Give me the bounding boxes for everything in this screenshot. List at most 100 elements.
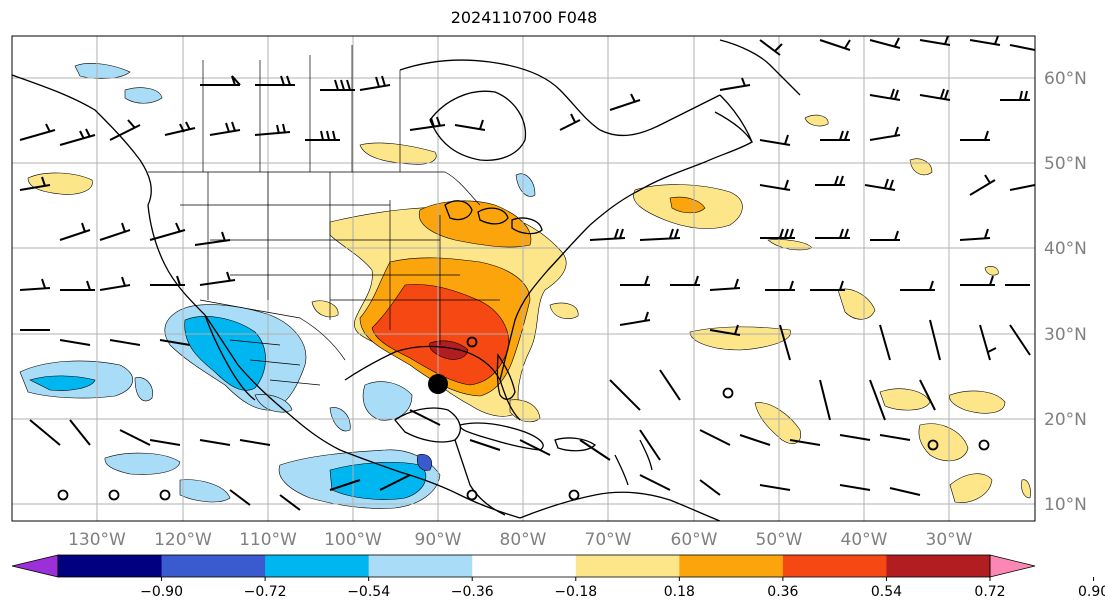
- colorbar-tick-label: 0.54: [871, 584, 902, 600]
- map-title: 2024110700 F048: [450, 8, 598, 27]
- colorbar-swatch: [265, 555, 370, 577]
- colorbar-tick-label: −0.36: [451, 584, 494, 600]
- warm-east-5: [311, 300, 339, 318]
- colorbar-tick-label: 0.36: [767, 584, 798, 600]
- lon-label: 130°W: [68, 530, 126, 550]
- map-frame: [11, 35, 1036, 522]
- cool-pacific-south: [104, 452, 181, 475]
- great-lakes: [444, 200, 543, 235]
- south-america-north: [519, 491, 721, 521]
- lon-label: 40°W: [841, 530, 888, 550]
- blue-pacific-west: [29, 375, 96, 391]
- blue-mexico-pacific: [184, 316, 266, 391]
- florida: [496, 353, 516, 400]
- mexico-states: [229, 339, 321, 386]
- lon-label: 50°W: [756, 530, 803, 550]
- cool-hudson: [515, 173, 536, 197]
- colorbar-tick-label: 0.72: [974, 584, 1005, 600]
- colorbar: −0.90 −0.72 −0.54 −0.36 −0.18 0.18 0.36 0.54 0.7…: [11, 554, 1105, 600]
- political-borders: [148, 45, 500, 386]
- hispaniola: [554, 437, 597, 452]
- cool-pacific-southwest: [134, 377, 153, 402]
- mexico-pacific-coast: [237, 364, 521, 519]
- cool-pacific-west-2: [254, 394, 293, 413]
- colorbar-tick-label: −0.90: [140, 584, 183, 600]
- colorbar-swatch: [575, 555, 680, 577]
- colorbar-swatch: [161, 555, 266, 577]
- greenland-coast: [719, 39, 801, 96]
- lat-label: 20°N: [1044, 410, 1087, 430]
- latitude-labels: 60°N 50°N 40°N 30°N 20°N 10°N: [1044, 69, 1087, 515]
- gulf-coast: [344, 345, 521, 421]
- warm-atlantic-strip-1: [689, 326, 791, 351]
- orange-atlantic-canada: [669, 196, 706, 214]
- colorbar-swatch: [472, 555, 577, 577]
- negative-anomaly-shading: [19, 63, 536, 509]
- warm-atlantic-7: [837, 288, 876, 320]
- colorbar-swatch: [782, 555, 887, 577]
- lon-label: 30°W: [926, 530, 973, 550]
- us-canada-border: [148, 171, 481, 206]
- colorbar-tick-label: −0.18: [554, 584, 597, 600]
- longitude-labels: 130°W 120°W 110°W 100°W 90°W 80°W 70°W 6…: [68, 530, 973, 550]
- lat-label: 10°N: [1044, 495, 1087, 515]
- canada-east-coast: [639, 111, 753, 191]
- alaska-coast: [12, 74, 152, 206]
- lon-label: 80°W: [500, 530, 547, 550]
- hudson-bay: [429, 90, 527, 161]
- blue-dark-spot: [417, 454, 432, 471]
- lon-label: 100°W: [324, 530, 382, 550]
- canada-arctic: [399, 59, 721, 137]
- warm-atlantic-5: [949, 390, 1006, 414]
- colorbar-overflow: [989, 554, 1036, 578]
- labrador: [719, 94, 753, 143]
- central-america-isthmus: [454, 439, 506, 516]
- warm-east-2: [804, 114, 829, 127]
- calm-markers: [57, 336, 990, 501]
- colorbar-swatch: [368, 555, 473, 577]
- antilles: [614, 439, 653, 486]
- warm-east-6: [984, 266, 999, 276]
- canada-provinces: [202, 45, 401, 172]
- baja-california: [204, 314, 256, 401]
- lat-label: 60°N: [1044, 69, 1087, 89]
- lon-label: 90°W: [415, 530, 462, 550]
- us-west-coast: [147, 204, 239, 366]
- graticule: [12, 36, 1035, 521]
- blue-central-america: [329, 461, 427, 500]
- cool-pacific-south-2: [179, 479, 231, 503]
- wind-barbs: [19, 36, 1035, 511]
- lon-label: 70°W: [585, 530, 632, 550]
- lat-label: 40°N: [1044, 239, 1087, 259]
- lon-label: 60°W: [671, 530, 718, 550]
- lon-label: 120°W: [154, 530, 212, 550]
- colorbar-swatch: [886, 555, 991, 577]
- warm-pacific-west: [27, 172, 93, 195]
- lon-label: 110°W: [239, 530, 297, 550]
- colorbar-tick-label: −0.72: [244, 584, 287, 600]
- dark-red-core: [429, 340, 469, 360]
- map-content: [12, 36, 1035, 521]
- colorbar-tick-label: −0.54: [347, 584, 390, 600]
- lat-label: 30°N: [1044, 325, 1087, 345]
- cool-gulf-of-mexico: [362, 381, 413, 421]
- warm-east-7: [1021, 479, 1031, 499]
- colorbar-underflow: [11, 554, 59, 578]
- positive-anomaly-shading: [27, 114, 1031, 503]
- storm-center-marker: [428, 374, 448, 394]
- lat-label: 50°N: [1044, 154, 1087, 174]
- cool-alaska-2: [124, 87, 163, 104]
- colorbar-swatch: [58, 555, 163, 577]
- warm-canada-strip: [359, 142, 437, 165]
- warm-atlantic-6: [949, 473, 993, 503]
- us-east-coast: [499, 189, 641, 381]
- colorbar-frame: [57, 554, 991, 578]
- state-lines-2: [180, 204, 500, 301]
- us-mexico-border: [199, 299, 346, 361]
- colorbar-swatch: [679, 555, 784, 577]
- colorbar-tick-label: 0.90: [1078, 584, 1105, 600]
- warm-east-1: [549, 302, 579, 319]
- state-lines-1: [207, 172, 441, 345]
- colorbar-tick-label: 0.18: [664, 584, 695, 600]
